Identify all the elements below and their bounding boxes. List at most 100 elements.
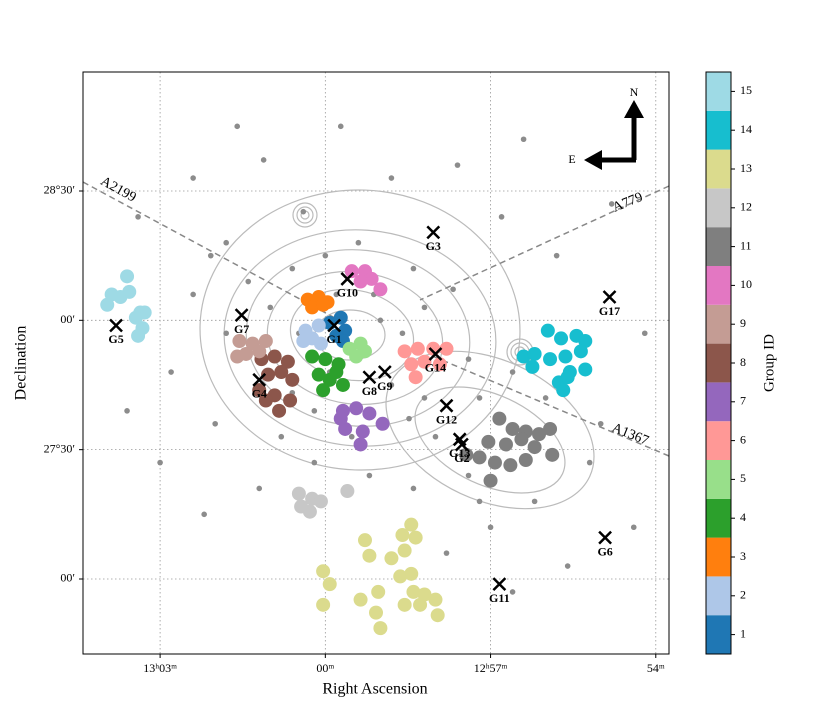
group-center xyxy=(340,272,355,286)
group-label: G17 xyxy=(599,304,620,318)
group-member xyxy=(357,344,372,359)
field-galaxy xyxy=(520,136,527,143)
group-center xyxy=(439,398,454,413)
group-member xyxy=(252,344,267,359)
group-member xyxy=(252,383,267,398)
field-galaxy xyxy=(278,433,285,440)
contours xyxy=(199,189,595,510)
group-center xyxy=(109,318,123,333)
group-member xyxy=(280,354,295,369)
group-member xyxy=(558,349,573,364)
field-galaxy xyxy=(355,239,362,246)
group-member xyxy=(232,334,247,349)
group-label: G4 xyxy=(252,387,267,401)
colorbar-tick-label: 11 xyxy=(740,238,752,252)
field-galaxy xyxy=(421,395,428,401)
group-member xyxy=(472,450,487,465)
group-member xyxy=(122,284,137,299)
colorbar-segment xyxy=(706,537,731,577)
field-galaxy xyxy=(399,330,406,337)
group-label: G3 xyxy=(426,239,441,253)
field-galaxy xyxy=(432,433,439,440)
field-galaxy xyxy=(509,589,516,595)
field-galaxy xyxy=(542,395,549,401)
field-galaxy xyxy=(487,524,494,531)
field-galaxy xyxy=(300,208,307,215)
group-member xyxy=(573,344,588,359)
colorbar-segment xyxy=(706,304,731,344)
group-member xyxy=(353,592,368,607)
group-center xyxy=(452,432,467,447)
colorbar-tick-label: 14 xyxy=(740,122,752,136)
group-member xyxy=(364,271,379,286)
group-member xyxy=(335,377,350,392)
field-galaxy xyxy=(630,524,637,531)
y-tick-label: 27°30′ xyxy=(44,441,76,455)
field-galaxy xyxy=(410,265,417,272)
group-member xyxy=(404,357,419,372)
colorbar-label: Group ID xyxy=(761,334,777,392)
group-member xyxy=(316,597,331,612)
group-label: G10 xyxy=(337,286,358,300)
group-member xyxy=(120,269,135,284)
group-label: G12 xyxy=(436,412,457,426)
colorbar-tick-label: 4 xyxy=(740,510,746,524)
group-member xyxy=(514,432,529,447)
field-galaxy xyxy=(267,304,274,311)
group-label: G11 xyxy=(489,591,510,605)
colorbar-tick-label: 15 xyxy=(740,83,752,97)
group-center xyxy=(426,225,441,240)
field-galaxy xyxy=(223,330,229,337)
group-member xyxy=(408,370,423,385)
group-member xyxy=(404,566,419,581)
group-member xyxy=(296,334,311,349)
x-tick-label: 12ʰ57ᵐ xyxy=(474,661,508,675)
group-member xyxy=(397,543,412,558)
colorbar-segment xyxy=(706,421,731,460)
colorbar-segment xyxy=(706,382,731,422)
group-member xyxy=(258,334,273,349)
group-member xyxy=(503,458,518,473)
compass: N E xyxy=(568,85,644,170)
group-member xyxy=(375,416,390,431)
y-tick-label: 00′ xyxy=(60,571,75,585)
field-galaxy xyxy=(641,330,648,337)
colorbar-segment xyxy=(706,149,731,189)
field-galaxy xyxy=(410,485,417,492)
group-member xyxy=(430,608,445,623)
cluster-label: A1367 xyxy=(610,421,651,449)
field-galaxy xyxy=(509,369,516,375)
group-label: G5 xyxy=(108,332,123,346)
field-galaxy xyxy=(597,420,604,427)
group-member xyxy=(404,517,419,532)
group-member xyxy=(525,359,540,374)
colorbar-segment xyxy=(706,576,731,616)
group-member xyxy=(487,455,502,470)
x-axis-label: Right Ascension xyxy=(322,681,427,698)
field-galaxy xyxy=(223,239,229,246)
group-label: G2 xyxy=(454,451,469,465)
colorbar-tick-label: 12 xyxy=(740,200,752,214)
group-member xyxy=(371,584,386,599)
group-member xyxy=(267,349,282,364)
group-member xyxy=(128,310,143,325)
plot-frame xyxy=(82,71,670,655)
colorbar-tick-label: 8 xyxy=(740,355,746,369)
field-galaxy xyxy=(465,356,472,362)
group-member xyxy=(131,328,146,343)
group-member xyxy=(322,577,337,592)
group-member xyxy=(395,528,410,543)
group-member xyxy=(283,393,298,408)
field-galaxy xyxy=(366,472,373,479)
field-galaxy xyxy=(168,369,174,375)
field-galaxy xyxy=(190,291,196,298)
group-member xyxy=(406,584,421,599)
group-member xyxy=(230,349,245,364)
group-member xyxy=(560,370,575,385)
group-label: G8 xyxy=(362,384,377,398)
group-center xyxy=(252,372,267,387)
colorbar-tick-label: 1 xyxy=(740,626,746,640)
group-center xyxy=(362,370,377,385)
field-galaxy xyxy=(531,498,538,505)
